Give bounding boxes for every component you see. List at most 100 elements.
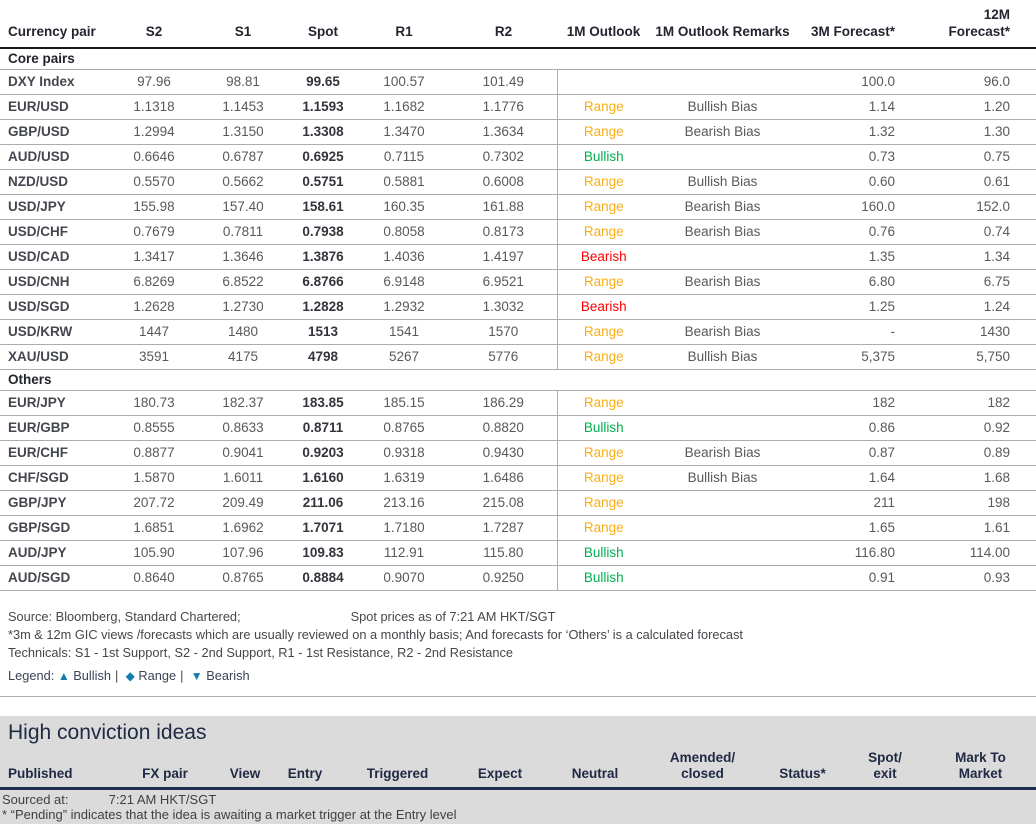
cell-r2: 1.6486 (450, 465, 557, 491)
hci-column-header: FX pair (142, 766, 188, 781)
pending-note: * “Pending” indicates that the idea is a… (2, 807, 457, 822)
cell-outlook: Range (556, 344, 650, 370)
cell-outlook: Range (556, 490, 650, 516)
table-row: NZD/USD 0.5570 0.5662 0.5751 0.5881 0.6008 Ran… (0, 169, 1036, 195)
cell-r2: 0.8820 (450, 415, 557, 441)
cell-r1: 1.6319 (358, 465, 450, 491)
cell-f12m: 0.89 (930, 440, 1036, 466)
cell-f3m: 0.87 (795, 440, 930, 466)
table-row: EUR/JPY 180.73 182.37 183.85 185.15 186.29 Ran… (0, 390, 1036, 416)
cell-r1: 1541 (358, 319, 450, 345)
bullish-symbol-icon: ▲ (57, 669, 70, 683)
cell-f12m: 198 (930, 490, 1036, 516)
cell-s2: 1.5870 (110, 465, 198, 491)
cell-outlook: Range (556, 269, 650, 295)
cell-spot: 183.85 (288, 390, 358, 416)
cell-s2: 97.96 (110, 69, 198, 95)
cell-s2: 0.8640 (110, 565, 198, 591)
cell-spot: 1.6160 (288, 465, 358, 491)
cell-r2: 0.6008 (450, 169, 557, 195)
cell-pair: EUR/JPY (0, 390, 110, 416)
cell-r1: 6.9148 (358, 269, 450, 295)
cell-f12m: 152.0 (930, 194, 1036, 220)
cell-outlook: Range (556, 390, 650, 416)
cell-r1: 185.15 (358, 390, 450, 416)
cell-spot: 99.65 (288, 69, 358, 95)
section-divider (0, 696, 1036, 697)
cell-remarks (650, 69, 795, 95)
cell-s2: 207.72 (110, 490, 198, 516)
cell-r1: 0.7115 (358, 144, 450, 170)
cell-spot: 211.06 (288, 490, 358, 516)
cell-s1: 1.3150 (198, 119, 288, 145)
table-row: USD/SGD 1.2628 1.2730 1.2828 1.2932 1.3032 Bea… (0, 294, 1036, 320)
table-row: AUD/SGD 0.8640 0.8765 0.8884 0.9070 0.9250 Bul… (0, 565, 1036, 591)
cell-f3m: 0.73 (795, 144, 930, 170)
cell-r1: 213.16 (358, 490, 450, 516)
column-header: Currency pair (0, 0, 110, 49)
cell-f3m: 182 (795, 390, 930, 416)
cell-r1: 0.9318 (358, 440, 450, 466)
cell-outlook: Bullish (556, 565, 650, 591)
cell-r1: 100.57 (358, 69, 450, 95)
cell-r2: 215.08 (450, 490, 557, 516)
table-row: USD/CHF 0.7679 0.7811 0.7938 0.8058 0.8173 Ran… (0, 219, 1036, 245)
section-row: Others (0, 369, 1036, 391)
cell-remarks (650, 540, 795, 566)
cell-remarks (650, 294, 795, 320)
cell-outlook: Bullish (556, 540, 650, 566)
table-row: EUR/GBP 0.8555 0.8633 0.8711 0.8765 0.8820 Bul… (0, 415, 1036, 441)
cell-spot: 1.2828 (288, 294, 358, 320)
cell-r2: 0.7302 (450, 144, 557, 170)
cell-outlook: Range (556, 515, 650, 541)
range-symbol-icon: ◆ (122, 669, 135, 683)
footnotes: Source: Bloomberg, Standard Chartered; S… (8, 608, 1028, 685)
cell-s2: 180.73 (110, 390, 198, 416)
cell-s2: 155.98 (110, 194, 198, 220)
fx-technicals-table: Currency pair S2 S1 Spot R1 R2 1M Outlook 1M Ou… (0, 0, 1036, 591)
cell-f3m: 1.25 (795, 294, 930, 320)
cell-remarks: Bullish Bias (650, 344, 795, 370)
cell-f12m: 1.34 (930, 244, 1036, 270)
cell-pair: EUR/USD (0, 94, 110, 120)
cell-r2: 161.88 (450, 194, 557, 220)
cell-remarks: Bearish Bias (650, 219, 795, 245)
cell-r2: 6.9521 (450, 269, 557, 295)
cell-r2: 1.4197 (450, 244, 557, 270)
cell-s1: 0.9041 (198, 440, 288, 466)
cell-r1: 0.9070 (358, 565, 450, 591)
column-header: 3M Forecast* (795, 0, 930, 49)
cell-f12m: 0.61 (930, 169, 1036, 195)
cell-remarks (650, 144, 795, 170)
sourced-at-value: 7:21 AM HKT/SGT (108, 792, 217, 807)
cell-remarks (650, 244, 795, 270)
cell-s2: 0.5570 (110, 169, 198, 195)
cell-s2: 1.6851 (110, 515, 198, 541)
sourced-at-label: Sourced at: (2, 792, 69, 807)
cell-f3m: 0.86 (795, 415, 930, 441)
cell-remarks (650, 415, 795, 441)
cell-s1: 0.8765 (198, 565, 288, 591)
cell-outlook: Range (556, 194, 650, 220)
cell-s1: 1480 (198, 319, 288, 345)
cell-s1: 0.7811 (198, 219, 288, 245)
cell-remarks: Bullish Bias (650, 465, 795, 491)
cell-s2: 1.2994 (110, 119, 198, 145)
cell-pair: AUD/USD (0, 144, 110, 170)
cell-s2: 1.3417 (110, 244, 198, 270)
cell-f3m: 211 (795, 490, 930, 516)
cell-f12m: 182 (930, 390, 1036, 416)
cell-f12m: 1.61 (930, 515, 1036, 541)
cell-r2: 0.9250 (450, 565, 557, 591)
fx-header-row: Currency pair S2 S1 Spot R1 R2 1M Outlook 1M Ou… (0, 0, 1036, 49)
cell-f12m: 1430 (930, 319, 1036, 345)
column-header: S1 (198, 0, 288, 49)
table-row: USD/CNH 6.8269 6.8522 6.8766 6.9148 6.9521 Ran… (0, 269, 1036, 295)
cell-s1: 157.40 (198, 194, 288, 220)
cell-spot: 4798 (288, 344, 358, 370)
cell-pair: USD/KRW (0, 319, 110, 345)
cell-pair: GBP/USD (0, 119, 110, 145)
bearish-symbol-icon: ▼ (187, 669, 203, 683)
cell-s2: 1.2628 (110, 294, 198, 320)
cell-r1: 1.7180 (358, 515, 450, 541)
